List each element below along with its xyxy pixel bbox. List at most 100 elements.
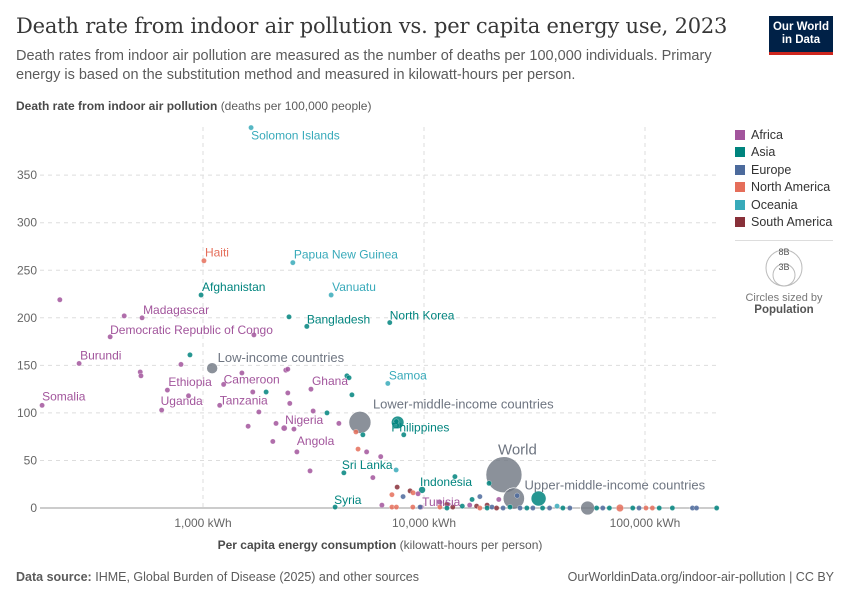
data-point[interactable] [546,505,553,511]
data-point[interactable] [418,486,426,494]
data-point[interactable] [379,502,385,508]
data-point[interactable] [270,438,276,445]
legend-item-south-america[interactable]: South America [735,214,832,232]
data-point[interactable] [341,470,347,476]
data-point[interactable] [554,503,560,509]
legend-item-north-america[interactable]: North America [735,179,832,197]
data-point[interactable] [393,504,400,510]
data-point[interactable] [469,496,475,503]
data-point[interactable] [287,400,293,407]
data-point[interactable] [121,313,127,319]
data-point[interactable] [530,490,547,507]
data-point[interactable] [514,492,520,499]
data-point[interactable] [360,432,366,438]
source-text[interactable]: IHME, Global Burden of Disease (2025) an… [95,570,419,584]
data-point[interactable] [353,429,359,435]
data-point[interactable] [393,467,399,473]
data-point[interactable] [328,292,334,298]
data-point[interactable] [713,505,720,511]
data-point[interactable] [500,505,506,511]
data-point[interactable] [400,493,406,500]
data-point[interactable] [308,386,314,392]
data-point[interactable] [304,323,310,330]
data-point[interactable] [273,420,279,427]
data-point[interactable] [385,380,391,387]
data-point[interactable] [332,504,338,510]
data-point[interactable] [285,366,291,372]
data-point[interactable] [187,352,193,358]
data-point[interactable] [206,362,218,375]
data-point[interactable] [256,409,262,415]
legend-item-oceania[interactable]: Oceania [735,196,832,214]
data-point[interactable] [466,502,473,508]
data-point[interactable] [57,296,63,303]
owid-logo[interactable]: Our World in Data [769,16,833,55]
data-point[interactable] [355,446,361,452]
data-point[interactable] [185,393,192,399]
data-point[interactable] [616,504,624,512]
data-point[interactable] [39,402,45,409]
data-point[interactable] [250,389,256,395]
data-point[interactable] [201,257,207,264]
data-point[interactable] [600,505,606,511]
data-point[interactable] [493,505,500,511]
data-point[interactable] [394,484,400,490]
data-point[interactable] [560,505,566,511]
data-point[interactable] [415,490,421,497]
data-point[interactable] [693,505,700,511]
data-point[interactable] [336,420,342,427]
data-point[interactable] [139,315,145,321]
data-point[interactable] [593,505,600,511]
data-point[interactable] [248,124,254,131]
data-point[interactable] [198,292,204,298]
data-point[interactable] [307,468,313,474]
data-point[interactable] [606,505,613,511]
data-point[interactable] [502,487,525,510]
data-point[interactable] [477,505,483,511]
data-point[interactable] [251,332,257,338]
data-point[interactable] [370,474,376,481]
data-point[interactable] [450,504,456,510]
data-point[interactable] [294,449,300,455]
data-point[interactable] [363,449,370,455]
data-point[interactable] [310,408,316,414]
data-point[interactable] [377,453,384,460]
data-point[interactable] [138,373,144,379]
data-point[interactable] [291,426,297,432]
data-point[interactable] [656,505,662,511]
data-point[interactable] [393,418,400,425]
data-point[interactable] [437,504,443,510]
data-point[interactable] [158,407,165,413]
data-point[interactable] [389,491,395,498]
legend-item-europe[interactable]: Europe [735,161,832,179]
data-point[interactable] [643,505,649,511]
data-point[interactable] [263,389,269,395]
data-point[interactable] [459,503,466,509]
data-point[interactable] [477,493,483,500]
data-point[interactable] [178,361,184,368]
data-point[interactable] [417,504,423,510]
data-point[interactable] [496,496,502,503]
data-point[interactable] [324,410,330,416]
data-point[interactable] [387,319,393,326]
data-point[interactable] [649,505,656,511]
data-point[interactable] [484,505,490,511]
data-point[interactable] [348,411,372,434]
footer-url[interactable]: OurWorldinData.org/indoor-air-pollution … [567,570,834,584]
data-point[interactable] [290,259,296,266]
data-point[interactable] [444,505,450,511]
data-point[interactable] [517,505,523,511]
data-point[interactable] [220,381,227,388]
data-point[interactable] [636,505,642,511]
data-point[interactable] [485,456,523,494]
data-point[interactable] [410,504,416,510]
data-point[interactable] [346,374,352,381]
data-point[interactable] [507,504,513,510]
data-point[interactable] [669,505,676,511]
data-point[interactable] [164,387,171,393]
data-point[interactable] [76,360,82,367]
legend-item-africa[interactable]: Africa [735,126,832,144]
data-point[interactable] [410,490,416,496]
data-point[interactable] [107,334,113,340]
data-point[interactable] [452,473,458,480]
